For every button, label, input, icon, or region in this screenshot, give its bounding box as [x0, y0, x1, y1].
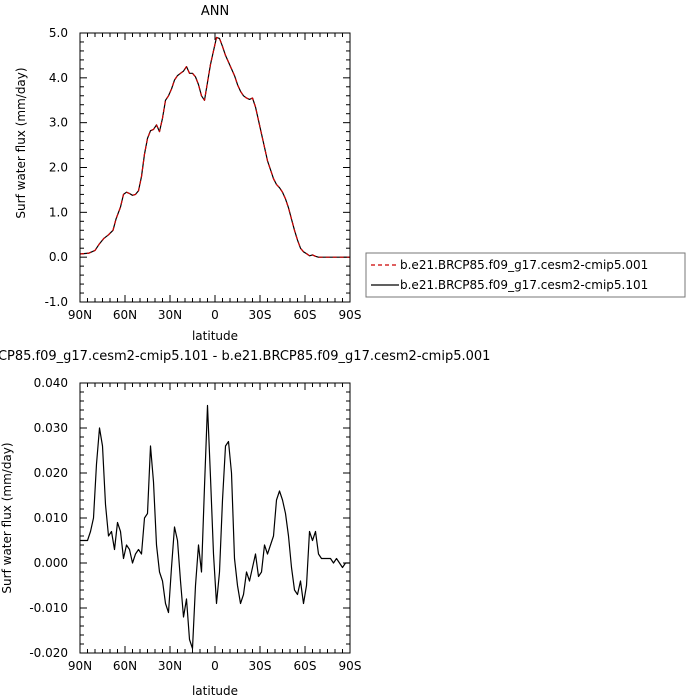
bot-y-tick-label: -0.010	[29, 601, 68, 615]
bot-y-tick-label: 0.000	[34, 556, 68, 570]
legend-label-series-101: b.e21.BRCP85.f09_g17.cesm2-cmip5.101	[400, 278, 648, 292]
legend: b.e21.BRCP85.f09_g17.cesm2-cmip5.001 b.e…	[365, 252, 686, 298]
bot-x-tick-label: 30S	[249, 659, 272, 673]
top-x-tick-label: 90S	[339, 308, 362, 322]
legend-label-series-001: b.e21.BRCP85.f09_g17.cesm2-cmip5.001	[400, 258, 648, 272]
bot-x-tick-label: 90S	[339, 659, 362, 673]
top-y-tick-label: 3.0	[49, 116, 68, 130]
top-x-tick-label: 30S	[249, 308, 272, 322]
bottom-y-axis-label: Surf water flux (mm/day)	[0, 442, 14, 593]
top-series-line-0	[79, 36, 350, 258]
bot-x-tick-label: 60N	[113, 659, 137, 673]
bottom-chart-title: b.e21.BRCP85.f09_g17.cesm2-cmip5.101 - b…	[0, 349, 490, 364]
bot-y-tick-label: 0.010	[34, 511, 68, 525]
bot-y-tick-label: 0.040	[34, 376, 68, 390]
bot-y-tick-label: 0.030	[34, 421, 68, 435]
top-y-tick-label: 4.0	[49, 71, 68, 85]
top-x-tick-label: 30N	[158, 308, 182, 322]
bottom-panel: b.e21.BRCP85.f09_g17.cesm2-cmip5.101 - b…	[0, 349, 490, 698]
bot-y-tick-label: 0.020	[34, 466, 68, 480]
top-panel: ANN Surf water flux (mm/day) latitude 90…	[14, 4, 361, 343]
top-x-axis-label: latitude	[192, 329, 238, 343]
bot-y-tick-label: -0.020	[29, 646, 68, 660]
top-y-tick-label: 0.0	[49, 250, 68, 264]
top-y-tick-label: -1.0	[45, 295, 68, 309]
bot-x-tick-label: 0	[211, 659, 219, 673]
bottom-x-axis-label: latitude	[192, 684, 238, 698]
top-y-tick-label: 1.0	[49, 205, 68, 219]
top-x-tick-label: 0	[211, 308, 219, 322]
top-y-tick-label: 5.0	[49, 26, 68, 40]
top-x-tick-label: 90N	[68, 308, 92, 322]
top-x-tick-label: 60S	[294, 308, 317, 322]
bot-plot-frame	[79, 382, 351, 654]
legend-box	[365, 252, 686, 298]
top-x-tick-label: 60N	[113, 308, 137, 322]
top-y-axis-label: Surf water flux (mm/day)	[14, 67, 28, 218]
top-series-line-1	[79, 36, 350, 258]
top-chart-title: ANN	[201, 4, 229, 19]
bot-x-tick-label: 60S	[294, 659, 317, 673]
top-y-tick-label: 2.0	[49, 161, 68, 175]
bot-x-tick-label: 90N	[68, 659, 92, 673]
top-plot-frame	[79, 32, 351, 303]
bot-series-line-0	[80, 404, 350, 650]
bot-x-tick-label: 30N	[158, 659, 182, 673]
